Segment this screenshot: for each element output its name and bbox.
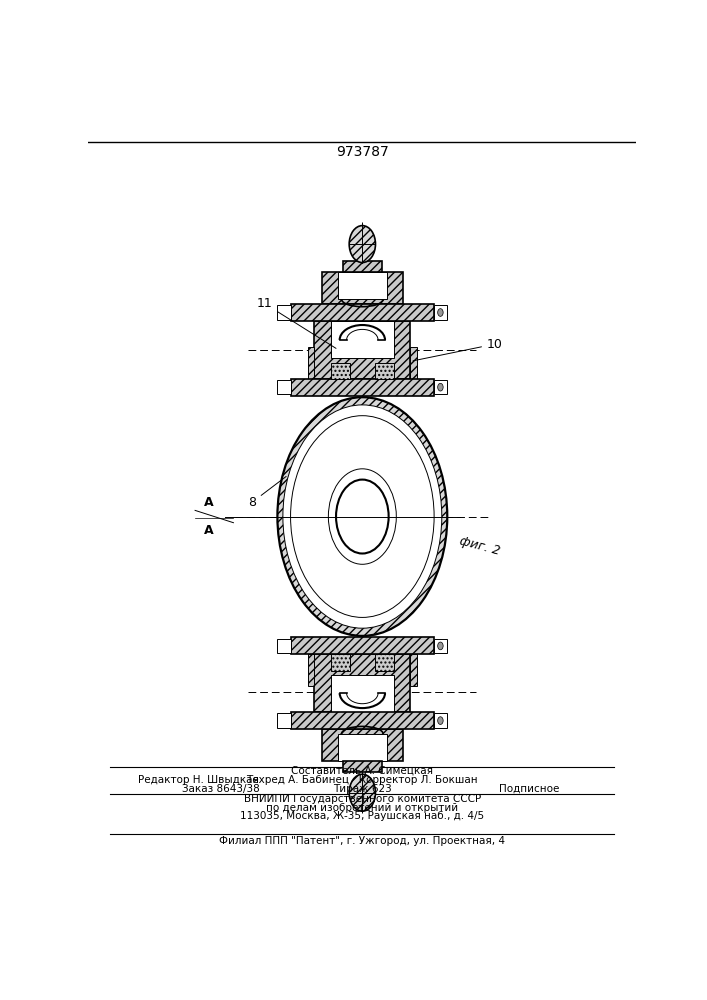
- Text: 11: 11: [257, 297, 336, 348]
- Text: Заказ 8643/38: Заказ 8643/38: [182, 784, 259, 794]
- Circle shape: [328, 469, 397, 564]
- Bar: [433, 639, 448, 653]
- Bar: [322, 729, 403, 761]
- Bar: [410, 654, 417, 686]
- Circle shape: [438, 309, 443, 316]
- Bar: [291, 379, 433, 396]
- Text: Редактор Н. Швыдкая: Редактор Н. Швыдкая: [138, 775, 258, 785]
- Text: 10: 10: [413, 338, 503, 361]
- Bar: [375, 363, 394, 379]
- Bar: [331, 363, 350, 379]
- Text: ВНИИПИ Государственного комитета СССР: ВНИИПИ Государственного комитета СССР: [244, 794, 481, 804]
- Text: Подписное: Подписное: [499, 784, 560, 794]
- Bar: [277, 713, 291, 728]
- Text: Составитель А. Симецкая: Составитель А. Симецкая: [291, 766, 433, 776]
- Bar: [308, 347, 315, 379]
- Text: Тираж 623: Тираж 623: [333, 784, 392, 794]
- Circle shape: [438, 717, 443, 724]
- Bar: [291, 637, 433, 654]
- Bar: [331, 654, 350, 671]
- Bar: [308, 654, 315, 686]
- Bar: [291, 304, 433, 321]
- Bar: [375, 654, 394, 671]
- Circle shape: [291, 416, 434, 617]
- Bar: [433, 380, 448, 394]
- Bar: [343, 761, 382, 772]
- Bar: [338, 272, 387, 299]
- Circle shape: [349, 226, 375, 263]
- Bar: [322, 272, 403, 304]
- Circle shape: [336, 480, 389, 554]
- Bar: [338, 734, 387, 761]
- Text: фиг. 2: фиг. 2: [458, 535, 502, 558]
- Text: A: A: [204, 496, 214, 509]
- Bar: [315, 654, 410, 712]
- Bar: [331, 675, 394, 712]
- Text: Филиал ППП "Патент", г. Ужгород, ул. Проектная, 4: Филиал ППП "Патент", г. Ужгород, ул. Про…: [219, 836, 506, 846]
- Bar: [343, 261, 382, 272]
- Bar: [277, 380, 291, 394]
- Text: по делам изобретений и открытий: по делам изобретений и открытий: [267, 803, 458, 813]
- Circle shape: [283, 405, 442, 628]
- Text: A: A: [204, 524, 214, 537]
- Bar: [315, 321, 410, 379]
- Circle shape: [438, 642, 443, 650]
- Bar: [410, 347, 417, 379]
- Bar: [277, 305, 291, 320]
- Circle shape: [438, 383, 443, 391]
- Bar: [433, 713, 448, 728]
- Text: 973787: 973787: [336, 145, 389, 159]
- Bar: [331, 321, 394, 358]
- Bar: [291, 712, 433, 729]
- Text: 113035, Москва, Ж-35, Раушская наб., д. 4/5: 113035, Москва, Ж-35, Раушская наб., д. …: [240, 811, 484, 821]
- Circle shape: [349, 774, 375, 811]
- Text: Техред А. Бабинец   Корректор Л. Бокшан: Техред А. Бабинец Корректор Л. Бокшан: [247, 775, 478, 785]
- Bar: [277, 639, 291, 653]
- Bar: [433, 305, 448, 320]
- Circle shape: [277, 397, 448, 636]
- Text: 8: 8: [248, 476, 286, 509]
